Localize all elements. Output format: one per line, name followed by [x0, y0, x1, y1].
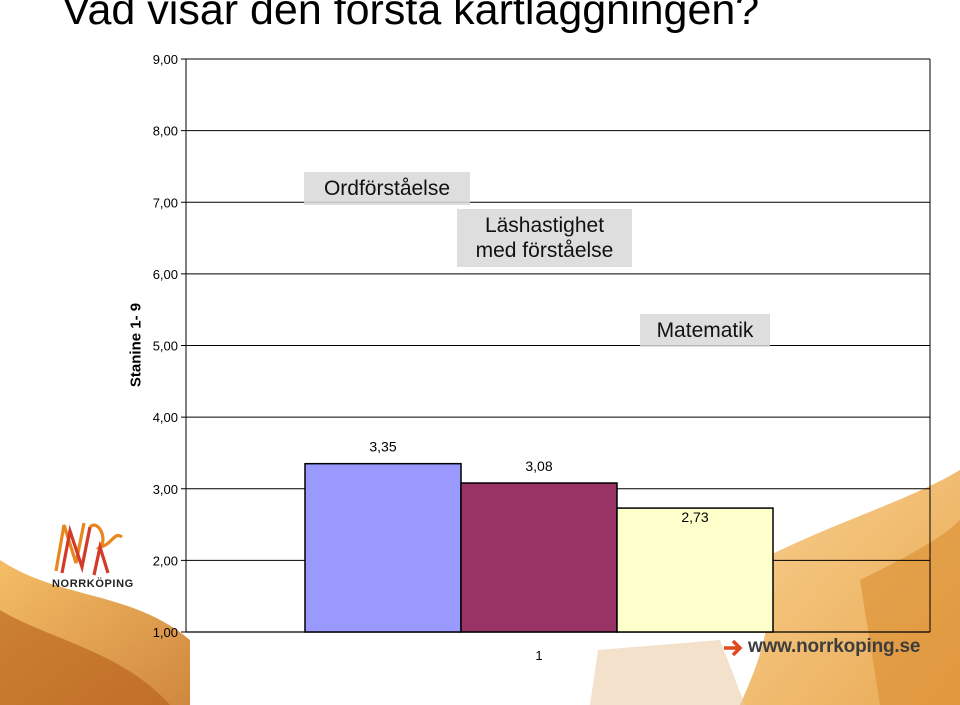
data-label-3: 2,73	[681, 509, 708, 525]
annotation-label-2: med förståelse	[476, 239, 614, 262]
bar-3	[616, 507, 774, 633]
data-label-2: 3,08	[525, 458, 552, 474]
y-tick-label: 2,00	[153, 553, 178, 568]
x-tick-label: 1	[535, 648, 542, 663]
y-tick-label: 6,00	[153, 267, 178, 282]
annotation-box-2	[457, 209, 632, 267]
bar-2	[460, 482, 618, 633]
y-tick-label: 3,00	[153, 482, 178, 497]
annotation-label-2: Läshastighet	[485, 214, 604, 237]
annotation-label-1: Ordförståelse	[324, 177, 450, 200]
y-tick-label: 1,00	[153, 625, 178, 640]
annotation-box-3	[640, 314, 770, 347]
y-tick-label: 9,00	[153, 52, 178, 67]
website-url: www.norrkoping.se	[748, 636, 921, 657]
annotation-label-3: Matematik	[657, 319, 754, 342]
data-label-1: 3,35	[369, 439, 396, 455]
y-tick-label: 8,00	[153, 124, 178, 139]
y-tick-label: 5,00	[153, 339, 178, 354]
logo-wordmark: NORRKÖPING	[52, 578, 134, 590]
y-tick-label: 7,00	[153, 195, 178, 210]
arrow-right-icon	[724, 639, 743, 657]
bar-1	[304, 462, 462, 633]
y-tick-label: 4,00	[153, 410, 178, 425]
annotation-box-1	[304, 172, 470, 205]
page-title: Vad visar den första kartläggningen?	[62, 0, 760, 34]
norrkoping-logo	[54, 522, 123, 576]
